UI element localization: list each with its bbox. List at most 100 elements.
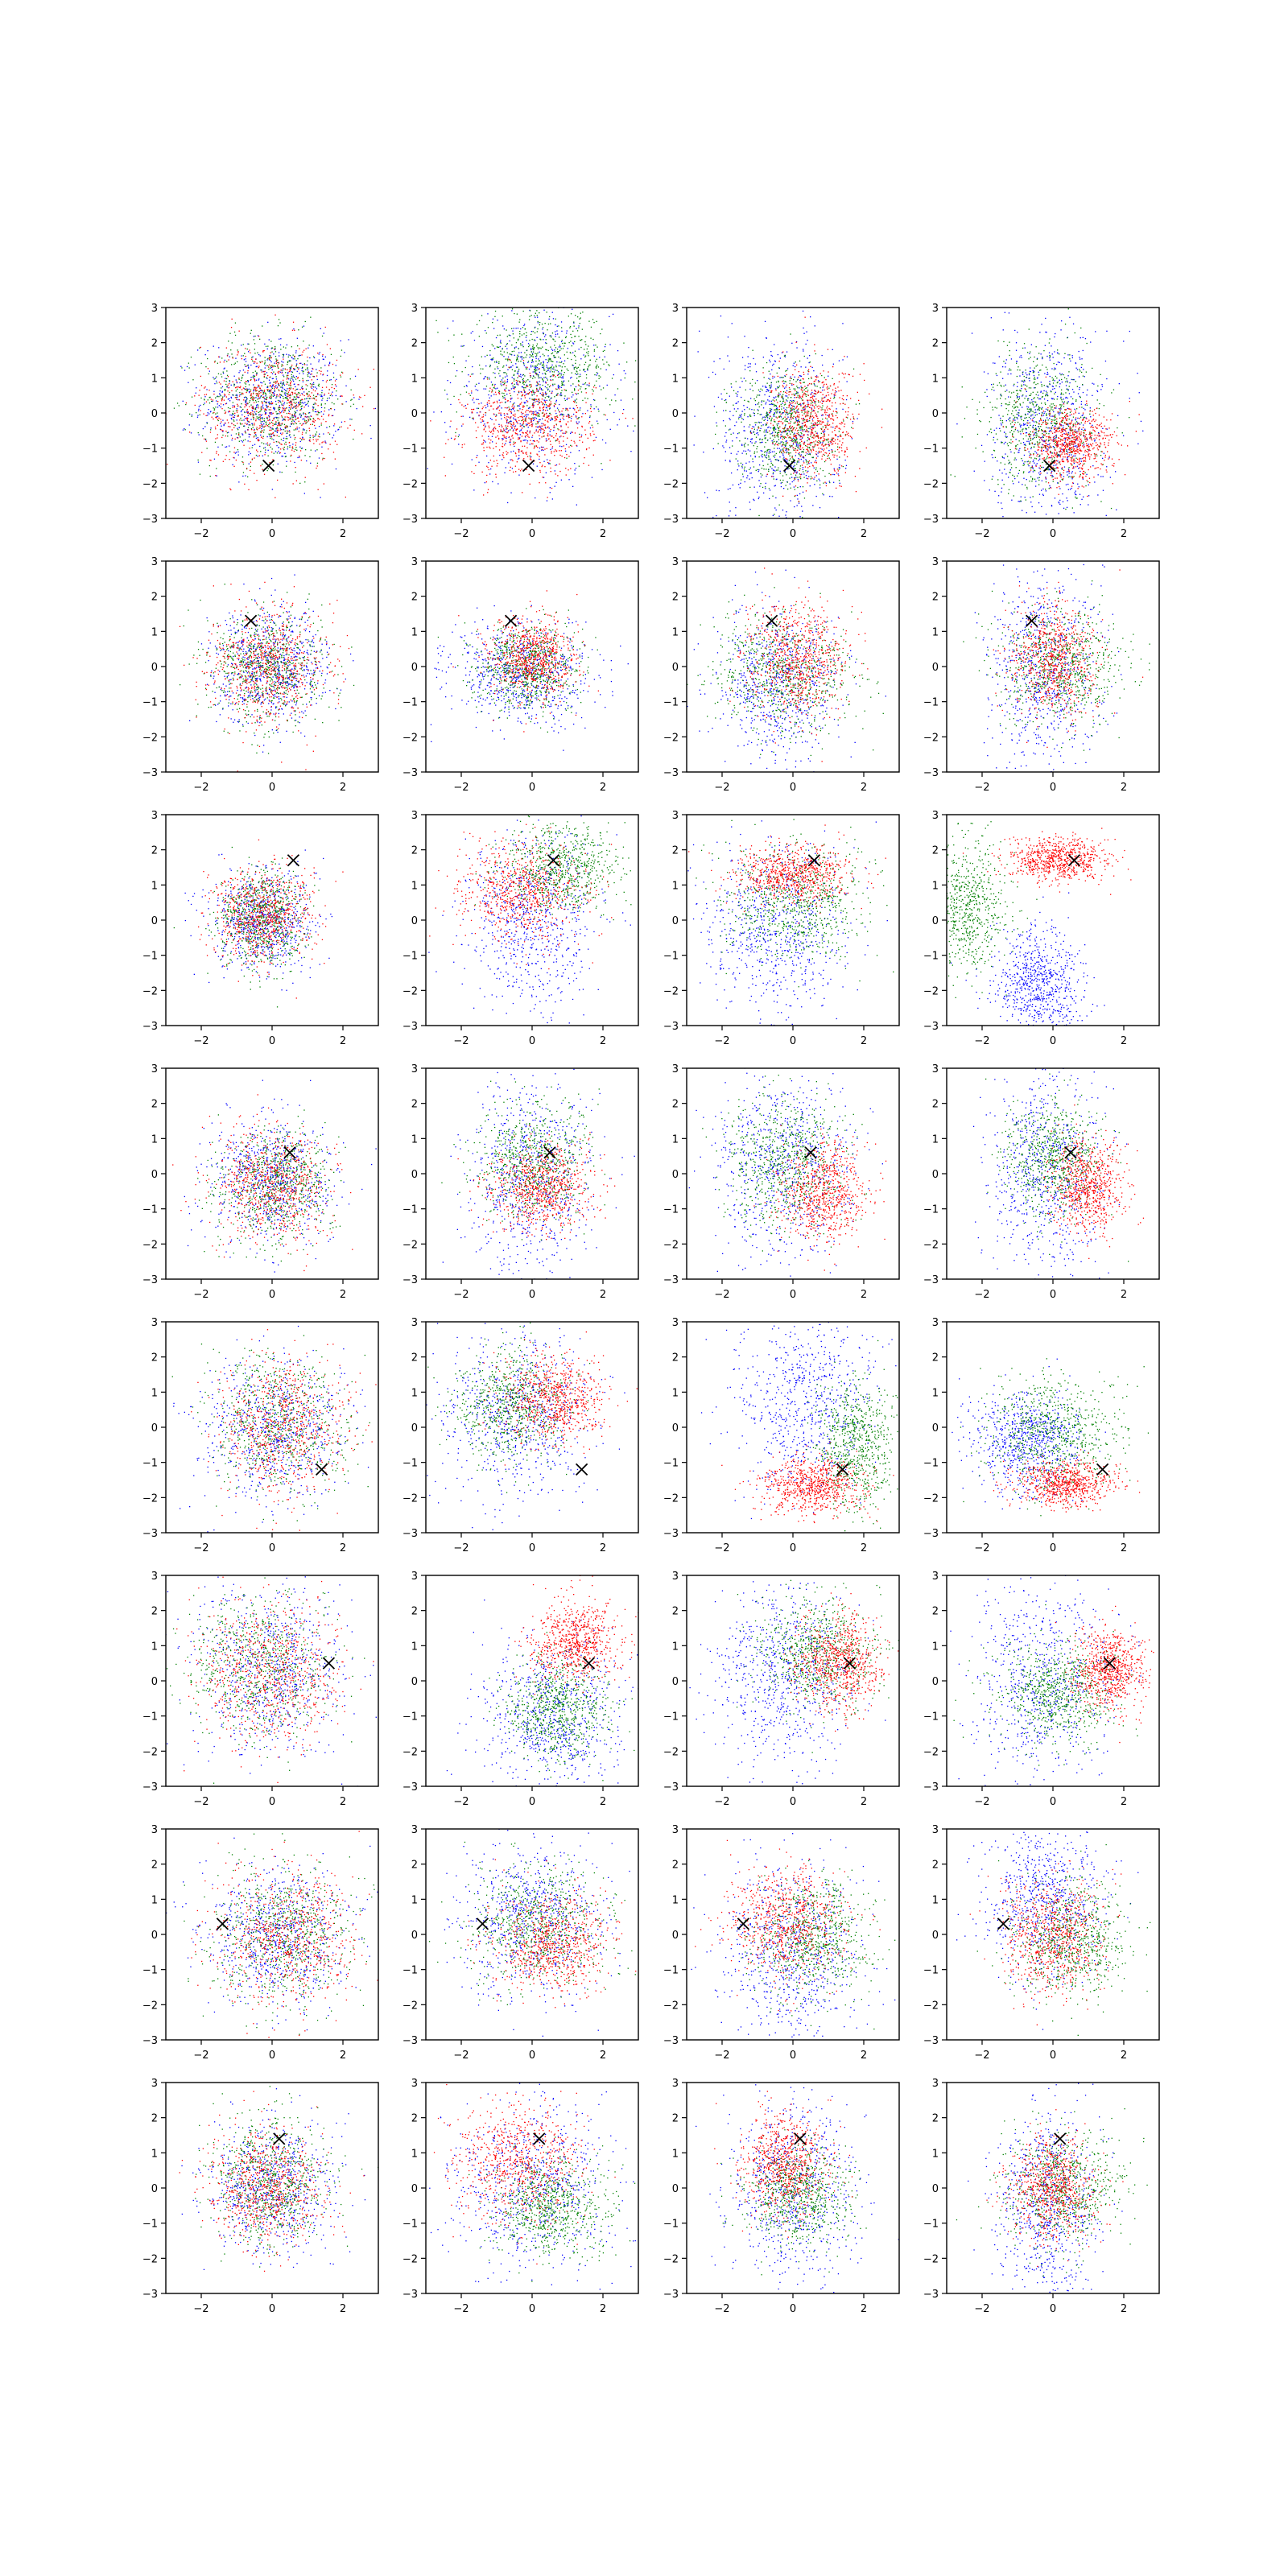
point bbox=[505, 407, 506, 408]
point bbox=[288, 410, 289, 411]
point bbox=[360, 397, 361, 398]
point bbox=[315, 428, 316, 429]
point bbox=[531, 362, 532, 363]
point bbox=[546, 394, 547, 395]
point bbox=[293, 483, 294, 484]
point bbox=[161, 390, 162, 391]
point bbox=[819, 480, 820, 481]
point bbox=[735, 515, 736, 516]
point bbox=[258, 365, 259, 366]
point bbox=[561, 430, 562, 431]
point bbox=[752, 438, 753, 439]
point bbox=[278, 407, 279, 408]
point bbox=[294, 435, 295, 436]
point bbox=[529, 474, 530, 475]
point bbox=[750, 439, 751, 440]
point bbox=[576, 423, 577, 424]
point bbox=[302, 432, 303, 433]
point bbox=[749, 509, 750, 510]
y-tick-label: 2 bbox=[411, 338, 418, 350]
point bbox=[184, 370, 185, 371]
point bbox=[852, 421, 853, 422]
point bbox=[708, 377, 709, 378]
point bbox=[584, 371, 585, 372]
point bbox=[556, 415, 557, 416]
point bbox=[767, 427, 768, 428]
point bbox=[584, 430, 585, 431]
point bbox=[289, 411, 290, 412]
point bbox=[460, 394, 461, 395]
point bbox=[564, 366, 565, 367]
point bbox=[258, 419, 259, 420]
point bbox=[519, 333, 520, 334]
point bbox=[743, 451, 744, 452]
point bbox=[288, 354, 289, 355]
point bbox=[222, 420, 223, 421]
point bbox=[321, 453, 322, 454]
point bbox=[280, 338, 281, 339]
point bbox=[785, 409, 786, 410]
point bbox=[487, 404, 488, 405]
point bbox=[513, 429, 514, 430]
point bbox=[304, 429, 305, 430]
point bbox=[503, 430, 504, 431]
point bbox=[545, 397, 546, 398]
point bbox=[199, 395, 200, 396]
point bbox=[492, 358, 493, 359]
point bbox=[554, 405, 555, 406]
point bbox=[768, 390, 769, 391]
point bbox=[553, 355, 554, 356]
point bbox=[539, 324, 540, 325]
point bbox=[491, 391, 492, 392]
point bbox=[460, 345, 461, 346]
point bbox=[594, 351, 595, 352]
point bbox=[234, 376, 235, 377]
point bbox=[304, 481, 305, 482]
point bbox=[321, 394, 322, 395]
point bbox=[237, 406, 238, 407]
point bbox=[296, 360, 297, 361]
point bbox=[314, 357, 315, 358]
point bbox=[771, 409, 772, 410]
point bbox=[445, 475, 446, 476]
point bbox=[212, 401, 213, 402]
point bbox=[309, 398, 310, 399]
point bbox=[496, 362, 497, 363]
point bbox=[729, 418, 730, 419]
y-tick-label: −2 bbox=[142, 478, 158, 490]
point bbox=[555, 366, 556, 367]
point bbox=[238, 434, 239, 435]
point bbox=[508, 359, 509, 360]
point bbox=[501, 343, 502, 344]
point bbox=[548, 438, 549, 439]
point bbox=[593, 455, 594, 456]
point bbox=[553, 374, 554, 375]
point bbox=[748, 347, 749, 348]
point bbox=[561, 374, 562, 375]
point bbox=[522, 424, 523, 425]
point bbox=[751, 567, 752, 568]
point bbox=[797, 495, 798, 496]
point bbox=[215, 414, 216, 415]
point bbox=[755, 364, 756, 365]
point bbox=[245, 400, 246, 401]
point bbox=[527, 424, 528, 425]
point bbox=[712, 372, 713, 373]
point bbox=[255, 397, 256, 398]
point bbox=[270, 389, 271, 390]
point bbox=[214, 378, 215, 379]
point bbox=[526, 400, 527, 401]
point bbox=[771, 355, 772, 356]
point bbox=[593, 440, 594, 441]
point bbox=[353, 397, 354, 398]
point bbox=[754, 487, 755, 488]
point bbox=[551, 391, 552, 392]
point bbox=[520, 423, 521, 424]
point bbox=[576, 368, 577, 369]
point bbox=[251, 357, 252, 358]
point bbox=[772, 556, 773, 557]
point bbox=[276, 394, 277, 395]
point bbox=[536, 401, 537, 402]
point bbox=[561, 450, 562, 451]
